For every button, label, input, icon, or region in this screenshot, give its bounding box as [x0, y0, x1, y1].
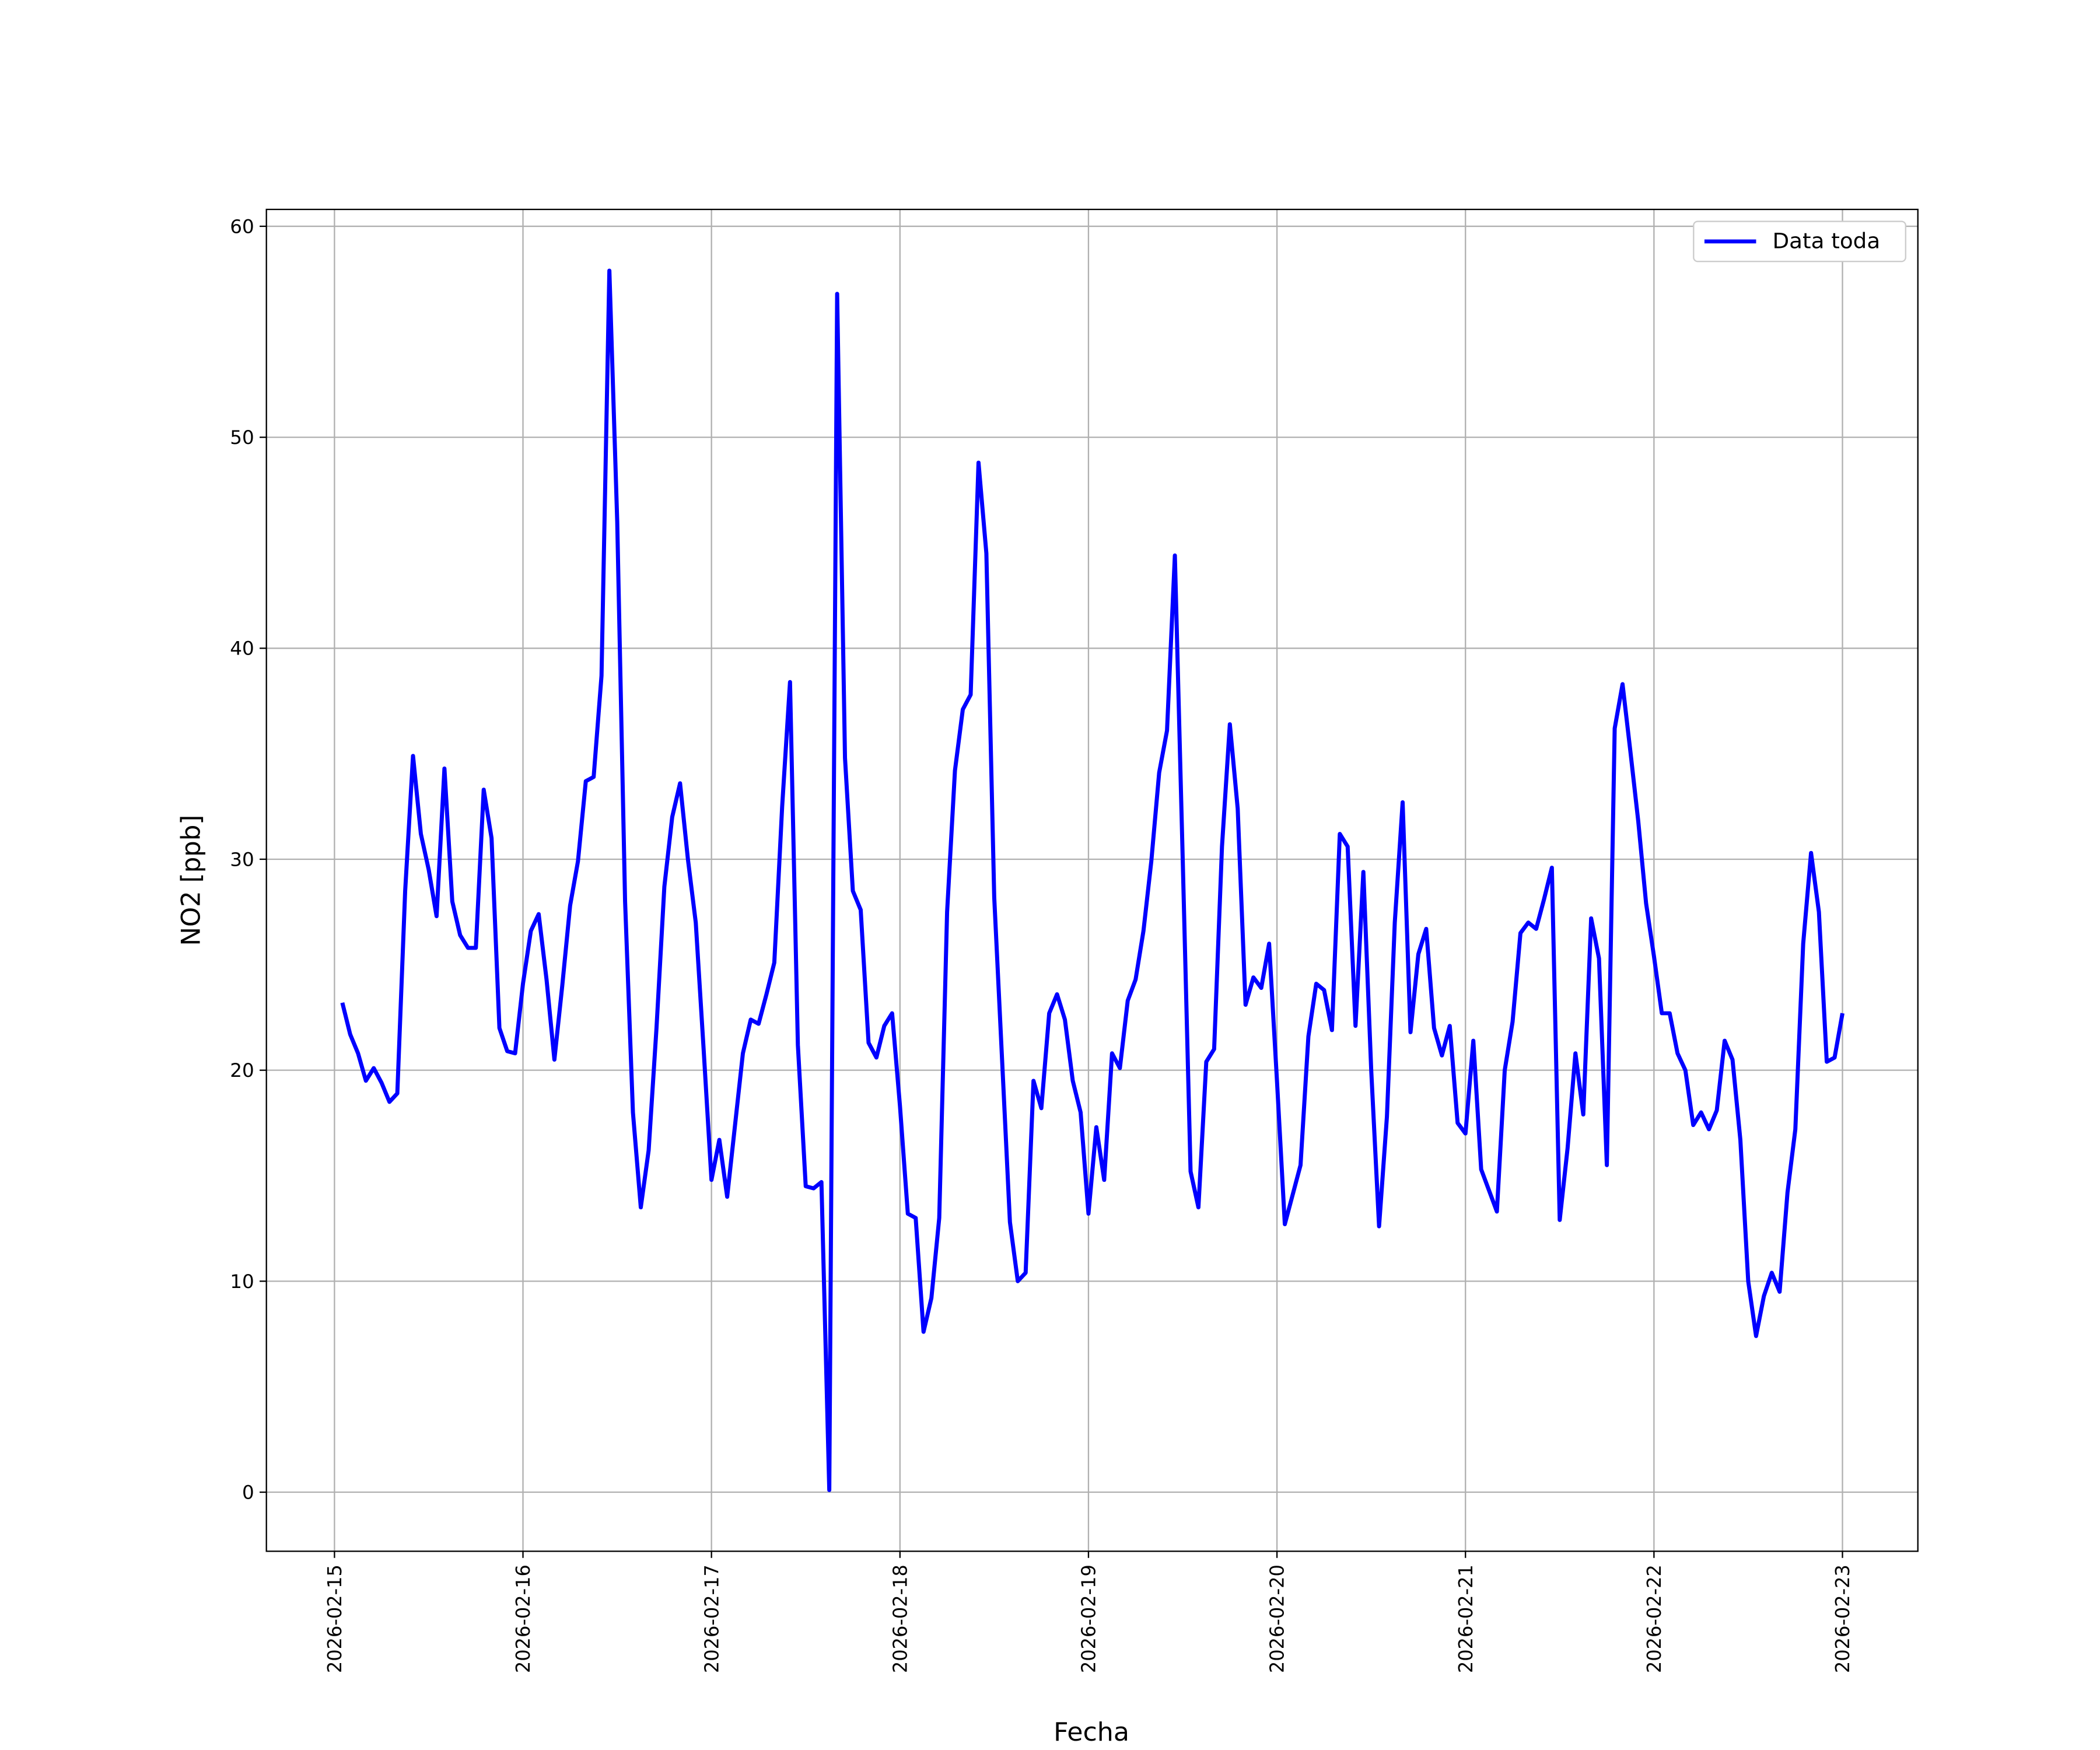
x-tick-label: 2026-02-18 [889, 1564, 911, 1673]
y-tick-label: 60 [230, 216, 254, 238]
y-tick-label: 30 [230, 849, 254, 871]
x-tick-label: 2026-02-23 [1832, 1564, 1854, 1673]
x-tick-label: 2026-02-20 [1266, 1564, 1288, 1673]
x-tick-label: 2026-02-19 [1077, 1564, 1100, 1673]
y-tick-label: 20 [230, 1059, 254, 1082]
legend-label: Data toda [1772, 229, 1880, 254]
legend: Data toda [1693, 220, 1906, 262]
y-tick-label: 40 [230, 638, 254, 660]
y-tick-label: 0 [242, 1482, 254, 1504]
x-tick-label: 2026-02-15 [324, 1564, 346, 1673]
legend-box [1693, 220, 1906, 262]
y-tick-label: 10 [230, 1270, 254, 1293]
x-tick-label: 2026-02-16 [512, 1564, 534, 1673]
plot-frame [265, 208, 1919, 1552]
y-axis-label: NO2 [ppb] [176, 815, 206, 946]
data-line [340, 268, 1845, 1492]
x-tick-label: 2026-02-22 [1643, 1564, 1665, 1673]
x-tick-label: 2026-02-17 [701, 1564, 723, 1673]
x-axis-label: Fecha [1054, 1717, 1129, 1747]
x-tick-label: 2026-02-21 [1455, 1564, 1477, 1673]
y-tick-label: 50 [230, 426, 254, 449]
